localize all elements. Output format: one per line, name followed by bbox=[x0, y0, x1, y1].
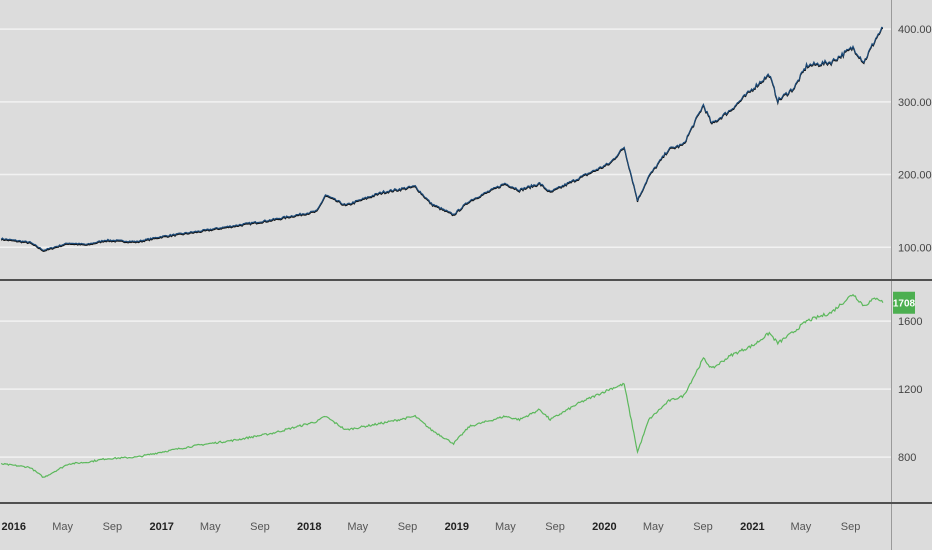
last-value-badge-box bbox=[893, 291, 915, 314]
x-tick-label: 2020 bbox=[592, 521, 616, 533]
top-panel-y-axis[interactable]: 100.0000 200.0000 300.0000 400.0000 bbox=[898, 24, 932, 254]
top-y-tick-label: 300.0000 bbox=[898, 97, 932, 109]
top-panel-series bbox=[0, 26, 883, 253]
x-tick-label: May bbox=[52, 521, 73, 533]
x-tick-label: 2017 bbox=[149, 521, 173, 533]
top-y-tick-label: 200.0000 bbox=[898, 170, 932, 182]
bottom-panel-gridlines bbox=[0, 320, 891, 458]
x-tick-label: May bbox=[790, 521, 811, 533]
x-tick-label: May bbox=[495, 521, 516, 533]
x-tick-label: Sep bbox=[841, 521, 861, 533]
x-tick-label: May bbox=[347, 521, 368, 533]
x-tick-label: Sep bbox=[545, 521, 565, 533]
x-tick-label: May bbox=[643, 521, 664, 533]
x-tick-label: Sep bbox=[398, 521, 418, 533]
bottom-series-line bbox=[0, 293, 884, 478]
bottom-y-tick-label: 800 bbox=[898, 452, 916, 464]
x-tick-label: 2019 bbox=[445, 521, 469, 533]
top-y-tick-label: 100.0000 bbox=[898, 242, 932, 254]
top-panel-gridlines bbox=[0, 28, 891, 249]
bottom-panel-series bbox=[0, 293, 884, 478]
bottom-panel-y-axis[interactable]: 800 1200 1600 bbox=[898, 316, 922, 464]
x-tick-label: 2016 bbox=[2, 521, 26, 533]
time-axis[interactable]: 2016 May Sep 2017 May Sep 2018 May Sep 2019 May Sep… bbox=[2, 521, 861, 533]
x-tick-label: Sep bbox=[250, 521, 270, 533]
x-tick-label: 2021 bbox=[740, 521, 764, 533]
top-series-line bbox=[0, 26, 883, 252]
x-tick-label: May bbox=[200, 521, 221, 533]
last-value-badge: 1708 bbox=[893, 291, 916, 314]
bottom-y-tick-label: 1600 bbox=[898, 316, 922, 328]
x-tick-label: Sep bbox=[693, 521, 713, 533]
x-tick-label: 2018 bbox=[297, 521, 321, 533]
last-value-badge-label: 1708 bbox=[893, 299, 916, 310]
top-y-tick-label: 400.0000 bbox=[898, 24, 932, 36]
bottom-y-tick-label: 1200 bbox=[898, 384, 922, 396]
x-tick-label: Sep bbox=[103, 521, 123, 533]
